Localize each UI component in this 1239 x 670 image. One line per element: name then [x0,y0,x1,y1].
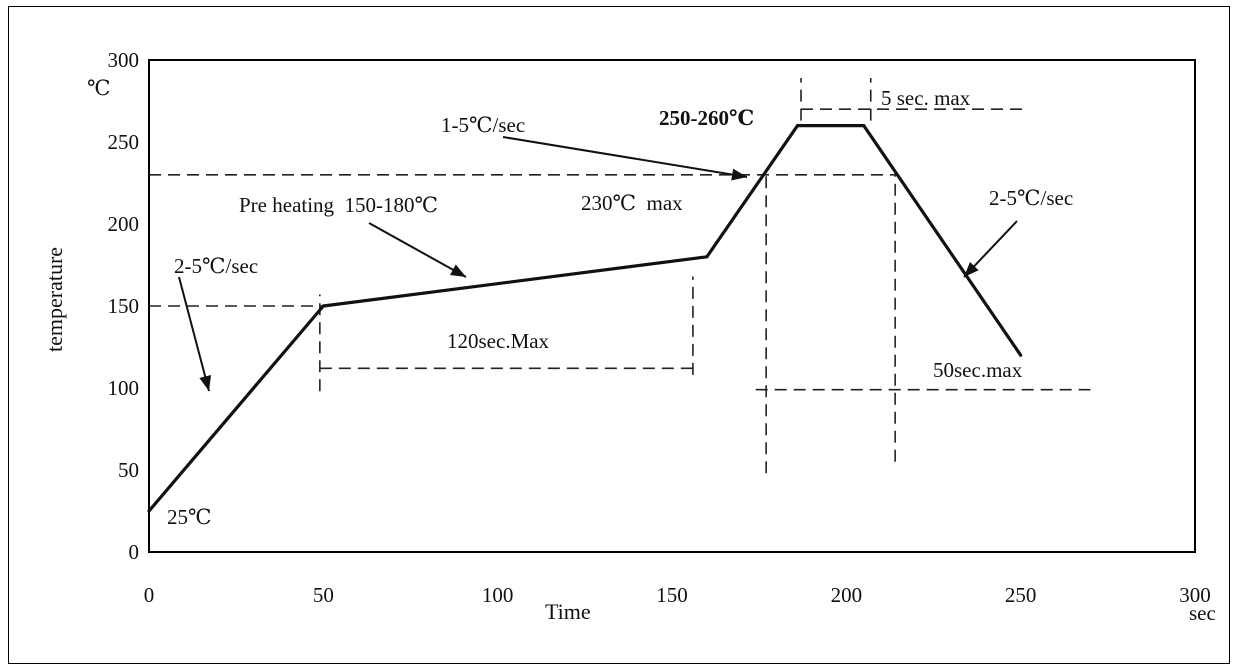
x-unit-label: sec [1189,601,1216,625]
y-tick-label: 200 [108,212,140,236]
annotation-peak-temp: 250-260℃ [659,106,754,130]
x-tick-label: 250 [1005,583,1037,607]
annotation-above-230-time: 50sec.max [933,358,1023,382]
x-tick-label: 100 [482,583,514,607]
y-tick-label: 250 [108,130,140,154]
annotation-preheat-time: 120sec.Max [447,329,550,353]
x-axis-ticks: 0 50 100 150 200 250 300 [144,583,1211,607]
arrow-head [731,168,747,181]
x-tick-label: 50 [313,583,334,607]
annotation-ramp1-rate: 2-5℃/sec [174,254,258,278]
annotation-arrow [178,276,210,392]
annotation-arrow [368,222,467,278]
y-tick-label: 50 [118,458,139,482]
y-unit-label: ℃ [87,76,111,100]
x-tick-label: 0 [144,583,155,607]
series-point [1019,353,1023,357]
x-tick-label: 300 [1179,583,1211,607]
annotation-start-temp: 25℃ [167,505,212,529]
y-tick-label: 100 [108,376,140,400]
series-point [147,509,151,513]
annotation-cool-rate: 2-5℃/sec [989,186,1073,210]
series-line [147,123,1022,513]
series-point [321,304,325,308]
y-axis-ticks: 0 50 100 150 200 250 300 [108,48,140,564]
arrow-head [964,261,979,277]
annotation-peak-time: 5 sec. max [881,86,971,110]
y-tick-label: 150 [108,294,140,318]
arrow-head [199,374,211,391]
y-tick-label: 0 [129,540,140,564]
annotation-preheat: Pre heating 150-180℃ [239,193,438,217]
annotation-ramp2-rate: 1-5℃/sec [441,113,525,137]
y-tick-label: 300 [108,48,140,72]
arrow-head [449,264,466,277]
annotation-arrows [178,136,1018,392]
x-tick-label: 200 [831,583,863,607]
y-axis-title: temperature [42,247,67,352]
series-points [147,124,1023,513]
series-point [795,124,800,128]
x-tick-label: 150 [656,583,688,607]
annotation-arrow [502,136,748,178]
series-point [862,124,866,128]
annotation-limit-230: 230℃ max [581,191,683,215]
guide-lines [149,78,1091,474]
x-axis-title: Time [545,599,591,624]
series-point [705,255,709,259]
chart-frame: 0 50 100 150 200 250 300 0 50 100 150 200 250 300 ℃ … [8,6,1230,664]
